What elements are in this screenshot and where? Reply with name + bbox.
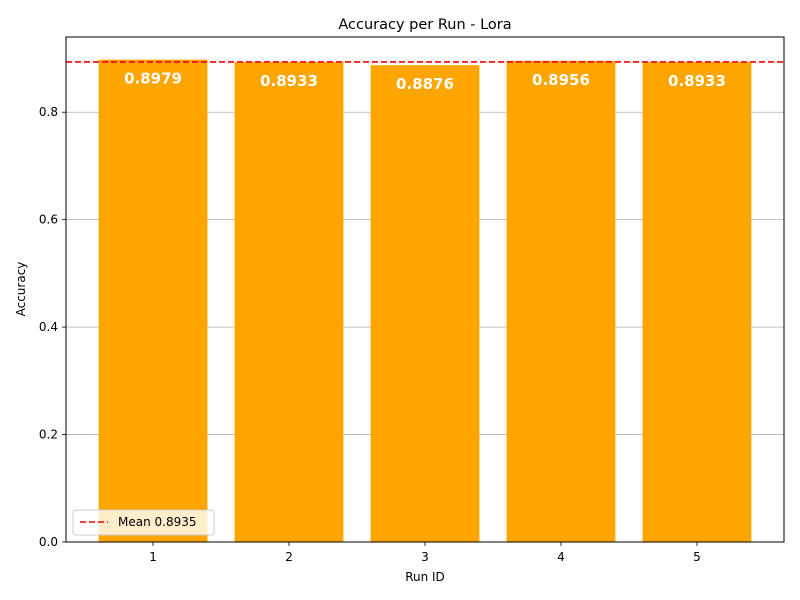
y-axis-label: Accuracy <box>14 262 28 317</box>
bar-value-label: 0.8956 <box>532 71 590 89</box>
bar-run-3 <box>370 65 480 542</box>
bar-value-label: 0.8979 <box>124 70 182 88</box>
legend-mean-label: Mean 0.8935 <box>118 515 197 529</box>
bars <box>98 59 752 543</box>
x-tick-label: 1 <box>149 550 157 564</box>
bar-value-label: 0.8933 <box>668 72 726 90</box>
x-axis-ticks: 1 2 3 4 5 <box>149 542 701 564</box>
y-tick-label: 0.0 <box>39 535 58 549</box>
bar-run-1 <box>98 59 208 542</box>
legend: Mean 0.8935 <box>72 509 215 536</box>
x-axis-label: Run ID <box>405 570 445 584</box>
x-tick-label: 2 <box>285 550 293 564</box>
x-tick-label: 4 <box>557 550 565 564</box>
y-tick-label: 0.2 <box>39 428 58 442</box>
chart-title: Accuracy per Run - Lora <box>338 17 511 33</box>
y-axis-ticks: 0.0 0.2 0.4 0.6 0.8 <box>39 105 66 549</box>
bar-run-5 <box>642 62 752 542</box>
bar-run-2 <box>234 62 344 542</box>
y-tick-label: 0.4 <box>39 320 58 334</box>
bar-value-label: 0.8876 <box>396 75 454 93</box>
bar-value-label: 0.8933 <box>260 72 318 90</box>
y-tick-label: 0.6 <box>39 213 58 227</box>
y-tick-label: 0.8 <box>39 105 58 119</box>
x-tick-label: 5 <box>693 550 701 564</box>
bar-value-labels: 0.8979 0.8933 0.8876 0.8956 0.8933 <box>124 70 726 94</box>
x-tick-label: 3 <box>421 550 429 564</box>
bar-run-4 <box>506 60 616 543</box>
legend-box <box>72 509 215 536</box>
